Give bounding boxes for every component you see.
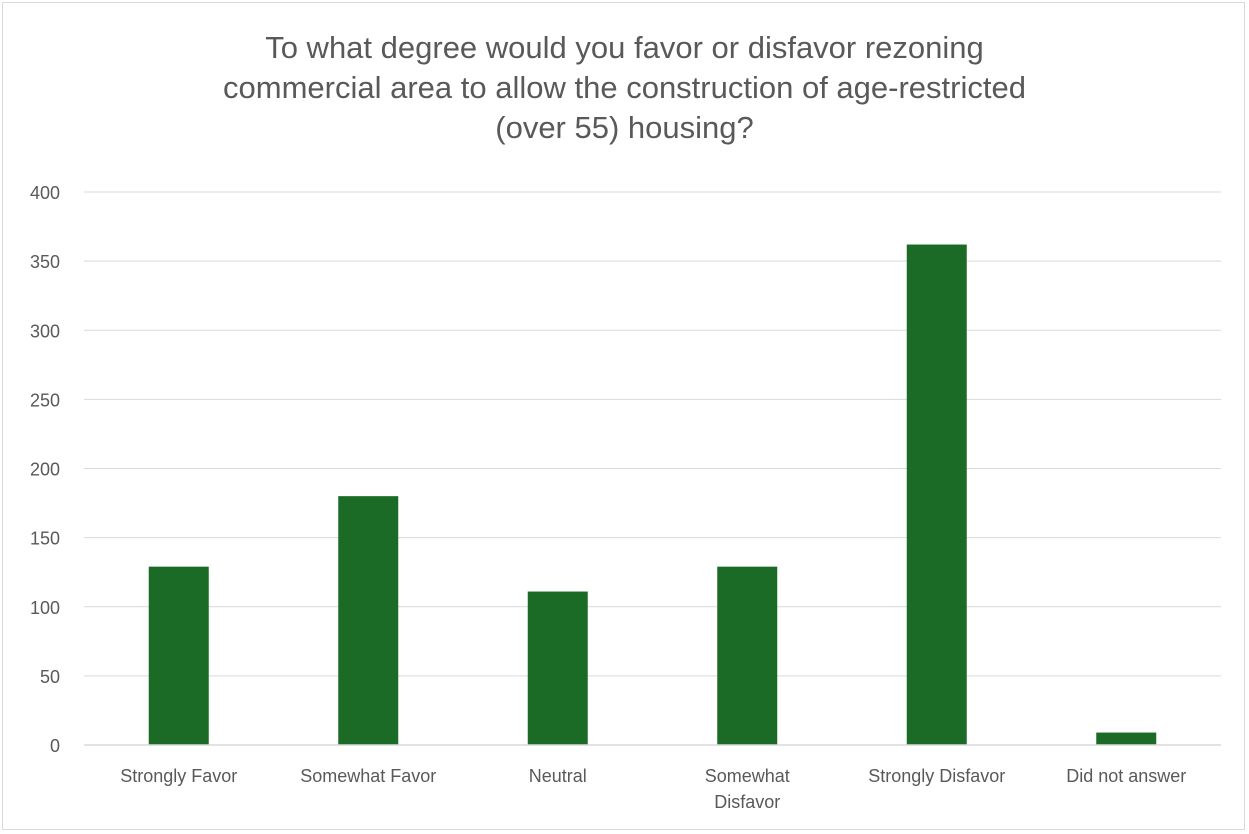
x-tick-label: Strongly Disfavor	[868, 766, 1005, 786]
x-tick-label: Disfavor	[714, 792, 780, 812]
y-tick-label: 100	[30, 598, 60, 618]
bar	[527, 591, 588, 745]
x-tick-label: Strongly Favor	[120, 766, 237, 786]
chart-title-line-1: To what degree would you favor or disfav…	[265, 30, 984, 65]
y-axis-tick-labels: 0 50 100 150 200 250 300 350 400	[30, 183, 60, 756]
chart-title-line-2: commercial area to allow the constructio…	[223, 70, 1026, 105]
gridlines	[84, 191, 1221, 677]
bar	[717, 566, 778, 745]
y-tick-label: 50	[40, 667, 60, 687]
y-tick-label: 400	[30, 183, 60, 203]
bar	[338, 496, 399, 745]
y-tick-label: 150	[30, 529, 60, 549]
y-tick-label: 350	[30, 252, 60, 272]
x-tick-label: Somewhat	[705, 766, 790, 786]
x-tick-label: Somewhat Favor	[300, 766, 436, 786]
x-tick-label: Neutral	[529, 766, 587, 786]
y-tick-label: 250	[30, 390, 60, 410]
y-tick-label: 200	[30, 460, 60, 480]
chart-title-line-3: (over 55) housing?	[495, 110, 754, 145]
bar	[906, 244, 967, 745]
y-tick-label: 300	[30, 321, 60, 341]
bar	[1096, 732, 1157, 745]
x-axis-tick-labels: Strongly Favor Somewhat Favor Neutral Somew…	[120, 766, 1186, 812]
x-tick-label: Did not answer	[1066, 766, 1186, 786]
bars	[148, 244, 1157, 745]
chart-title: To what degree would you favor or disfav…	[0, 28, 1249, 148]
bar	[148, 566, 209, 745]
y-tick-label: 0	[50, 736, 60, 756]
